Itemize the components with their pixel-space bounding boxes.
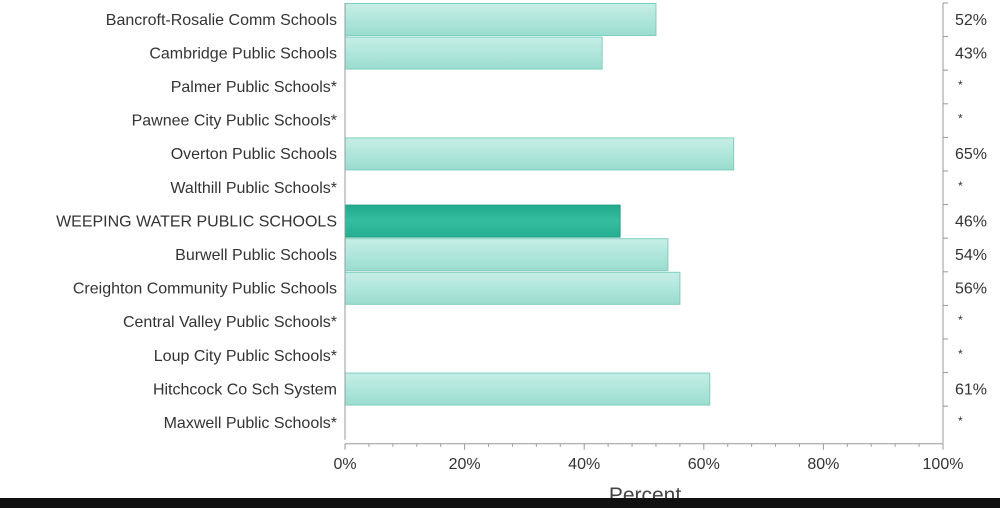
value-label: *: [958, 414, 963, 428]
x-tick-label: 100%: [923, 456, 964, 473]
category-label: Hitchcock Co Sch System: [153, 381, 337, 398]
bar: [344, 271, 681, 305]
value-label: *: [958, 179, 963, 193]
category-label: Burwell Public Schools: [175, 247, 337, 264]
bar: [344, 204, 621, 238]
value-label: 52%: [955, 12, 987, 29]
category-labels: Bancroft-Rosalie Comm Schools Cambridge P…: [56, 12, 337, 432]
category-label: Pawnee City Public Schools*: [132, 113, 337, 130]
value-label: 43%: [955, 45, 987, 62]
x-tick-label: 0%: [333, 456, 356, 473]
category-label: Loup City Public Schools*: [154, 348, 337, 365]
x-tick-labels: 0% 20% 40% 60% 80% 100%: [333, 456, 963, 473]
x-tick-label: 60%: [688, 456, 720, 473]
bars-group: [344, 3, 735, 406]
bar: [344, 372, 711, 406]
x-tick-label: 40%: [568, 456, 600, 473]
category-label: Creighton Community Public Schools: [73, 281, 337, 298]
category-label: Maxwell Public Schools*: [164, 415, 337, 432]
value-label: 65%: [955, 146, 987, 163]
category-label: Walthill Public Schools*: [170, 180, 337, 197]
value-label: 56%: [955, 281, 987, 298]
value-label: 46%: [955, 213, 987, 230]
value-label: *: [958, 78, 963, 92]
category-label: Palmer Public Schools*: [171, 79, 337, 96]
category-label: WEEPING WATER PUBLIC SCHOOLS: [56, 213, 337, 230]
x-tick-label: 20%: [449, 456, 481, 473]
bar: [344, 137, 735, 171]
axes: [344, 2, 948, 450]
category-label: Overton Public Schools: [171, 146, 337, 163]
value-labels: 52% 43% * * 65% * 46% 54% 56% * * 61% *: [955, 12, 987, 428]
category-label: Bancroft-Rosalie Comm Schools: [106, 12, 337, 29]
value-label: 61%: [955, 381, 987, 398]
bar: [344, 238, 669, 272]
category-label: Cambridge Public Schools: [149, 45, 337, 62]
x-tick-label: 80%: [807, 456, 839, 473]
bar: [344, 36, 603, 70]
category-label: Central Valley Public Schools*: [123, 314, 337, 331]
value-label: *: [958, 112, 963, 126]
value-label: 54%: [955, 247, 987, 264]
value-label: *: [958, 313, 963, 327]
bottom-edge-bar: [0, 498, 1000, 508]
bar: [344, 3, 657, 36]
value-label: *: [958, 347, 963, 361]
